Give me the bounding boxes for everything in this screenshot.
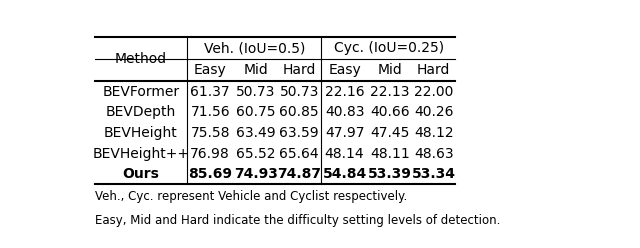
Text: Hard: Hard	[417, 63, 451, 77]
Text: BEVFormer: BEVFormer	[102, 85, 179, 99]
Text: BEVHeight++: BEVHeight++	[92, 147, 189, 160]
Text: 50.73: 50.73	[236, 85, 275, 99]
Text: Veh. (IoU=0.5): Veh. (IoU=0.5)	[204, 41, 305, 55]
Text: 40.26: 40.26	[414, 105, 453, 119]
Text: 40.83: 40.83	[325, 105, 364, 119]
Text: 71.56: 71.56	[190, 105, 230, 119]
Text: Easy, Mid and Hard indicate the difficulty setting levels of detection.: Easy, Mid and Hard indicate the difficul…	[95, 214, 500, 227]
Text: 60.85: 60.85	[280, 105, 319, 119]
Text: 60.75: 60.75	[236, 105, 275, 119]
Text: BEVHeight: BEVHeight	[104, 126, 178, 140]
Text: Easy: Easy	[328, 63, 361, 77]
Text: 63.59: 63.59	[280, 126, 319, 140]
Text: 76.98: 76.98	[190, 147, 230, 160]
Text: 54.84: 54.84	[323, 167, 367, 181]
Text: 65.52: 65.52	[236, 147, 275, 160]
Text: 75.58: 75.58	[191, 126, 230, 140]
Text: 48.12: 48.12	[414, 126, 454, 140]
Text: 48.63: 48.63	[414, 147, 454, 160]
Text: Hard: Hard	[282, 63, 316, 77]
Text: 63.49: 63.49	[236, 126, 275, 140]
Text: Cyc. (IoU=0.25): Cyc. (IoU=0.25)	[334, 41, 444, 55]
Text: Veh., Cyc. represent Vehicle and Cyclist respectively.: Veh., Cyc. represent Vehicle and Cyclist…	[95, 190, 407, 203]
Text: 22.13: 22.13	[371, 85, 410, 99]
Text: 22.00: 22.00	[414, 85, 453, 99]
Text: 47.45: 47.45	[371, 126, 410, 140]
Text: 50.73: 50.73	[280, 85, 319, 99]
Text: Method: Method	[115, 52, 167, 66]
Text: 48.11: 48.11	[370, 147, 410, 160]
Text: Easy: Easy	[194, 63, 227, 77]
Text: 65.64: 65.64	[280, 147, 319, 160]
Text: Ours: Ours	[122, 167, 159, 181]
Text: 53.34: 53.34	[412, 167, 456, 181]
Text: 61.37: 61.37	[190, 85, 230, 99]
Text: BEVDepth: BEVDepth	[106, 105, 176, 119]
Text: 22.16: 22.16	[325, 85, 364, 99]
Text: Mid: Mid	[243, 63, 268, 77]
Text: 47.97: 47.97	[325, 126, 364, 140]
Text: 53.39: 53.39	[368, 167, 412, 181]
Text: 85.69: 85.69	[188, 167, 232, 181]
Text: 40.66: 40.66	[370, 105, 410, 119]
Text: 48.14: 48.14	[325, 147, 364, 160]
Text: 74.87: 74.87	[277, 167, 321, 181]
Text: Mid: Mid	[378, 63, 403, 77]
Text: 74.93: 74.93	[234, 167, 278, 181]
